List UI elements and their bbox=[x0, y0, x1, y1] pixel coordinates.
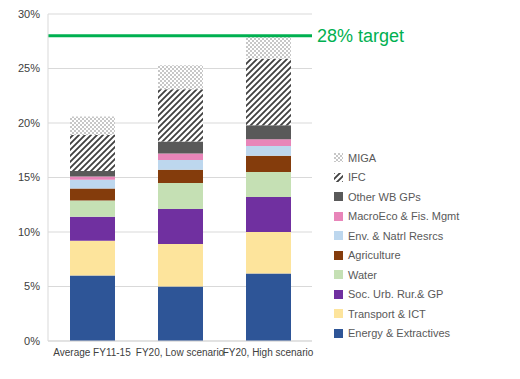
html-text:MacroEco & Fis. Mgmt: MacroEco & Fis. Mgmt bbox=[348, 210, 460, 223]
svg-text:20%: 20% bbox=[18, 117, 40, 129]
svg-text:15%: 15% bbox=[18, 171, 40, 183]
svg-text:28% target: 28% target bbox=[317, 26, 404, 46]
html-text:Env. & Natrl Resrcs: Env. & Natrl Resrcs bbox=[348, 229, 444, 242]
svg-text:25%: 25% bbox=[18, 62, 40, 74]
svg-text:FY20, High scenario: FY20, High scenario bbox=[223, 347, 314, 358]
html-text:MIGA: MIGA bbox=[348, 151, 377, 164]
svg-text:Average FY11-15: Average FY11-15 bbox=[53, 347, 131, 358]
svg-text:30%: 30% bbox=[18, 8, 40, 20]
html-text:Other WB GPs: Other WB GPs bbox=[348, 190, 421, 203]
html-text:Soc. Urb. Rur.& GP: Soc. Urb. Rur.& GP bbox=[348, 288, 444, 301]
html-text:Water: Water bbox=[348, 268, 377, 281]
svg-text:FY20, Low scenario: FY20, Low scenario bbox=[136, 347, 225, 358]
svg-text:5%: 5% bbox=[24, 280, 40, 292]
html-text:IFC: IFC bbox=[348, 171, 366, 184]
svg-text:10%: 10% bbox=[18, 226, 40, 238]
html-text:Energy & Extractives: Energy & Extractives bbox=[348, 327, 451, 340]
html-text:Agriculture: Agriculture bbox=[348, 249, 401, 262]
svg-text:0%: 0% bbox=[24, 335, 40, 347]
html-text:Transport & ICT: Transport & ICT bbox=[348, 307, 426, 320]
